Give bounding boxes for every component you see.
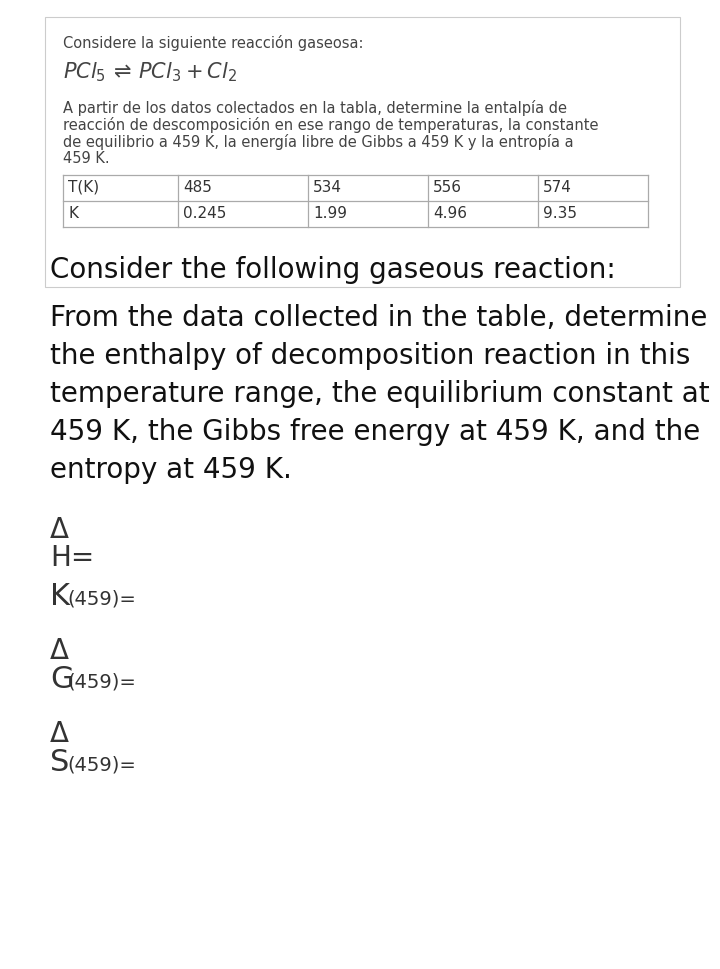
- FancyBboxPatch shape: [45, 18, 680, 288]
- Text: From the data collected in the table, determine: From the data collected in the table, de…: [50, 303, 707, 331]
- Text: 459 K.: 459 K.: [63, 151, 109, 166]
- Text: temperature range, the equilibrium constant at: temperature range, the equilibrium const…: [50, 380, 710, 408]
- Text: Δ: Δ: [50, 516, 69, 544]
- Text: Δ: Δ: [50, 637, 69, 665]
- Text: S: S: [50, 747, 69, 776]
- Text: K: K: [68, 205, 78, 221]
- Text: 4.96: 4.96: [433, 205, 467, 221]
- Text: 485: 485: [183, 180, 212, 195]
- Text: H=: H=: [50, 544, 94, 572]
- Text: 556: 556: [433, 180, 462, 195]
- Text: $\it{PCl_5}$$\,\rightleftharpoons\,$$\it{PCl_3 + Cl_2}$: $\it{PCl_5}$$\,\rightleftharpoons\,$$\it…: [63, 60, 237, 83]
- Text: the enthalpy of decomposition reaction in this: the enthalpy of decomposition reaction i…: [50, 342, 690, 369]
- Text: 534: 534: [313, 180, 342, 195]
- Text: Consider the following gaseous reaction:: Consider the following gaseous reaction:: [50, 256, 616, 284]
- Text: K: K: [50, 581, 70, 610]
- Text: 9.35: 9.35: [543, 205, 577, 221]
- Text: reacción de descomposición en ese rango de temperaturas, la constante: reacción de descomposición en ese rango …: [63, 117, 598, 133]
- Text: de equilibrio a 459 K, la energía libre de Gibbs a 459 K y la entropía a: de equilibrio a 459 K, la energía libre …: [63, 134, 574, 150]
- Text: entropy at 459 K.: entropy at 459 K.: [50, 455, 292, 484]
- Text: G: G: [50, 665, 73, 693]
- Text: 1.99: 1.99: [313, 205, 347, 221]
- Text: 0.245: 0.245: [183, 205, 226, 221]
- Text: (459)=: (459)=: [67, 589, 136, 609]
- Text: (459)=: (459)=: [67, 672, 136, 691]
- Text: T(K): T(K): [68, 180, 99, 195]
- Text: (459)=: (459)=: [67, 755, 136, 774]
- Text: 459 K, the Gibbs free energy at 459 K, and the: 459 K, the Gibbs free energy at 459 K, a…: [50, 418, 701, 446]
- Text: A partir de los datos colectados en la tabla, determine la entalpía de: A partir de los datos colectados en la t…: [63, 100, 567, 116]
- Text: 574: 574: [543, 180, 572, 195]
- Text: Δ: Δ: [50, 719, 69, 747]
- Text: Considere la siguiente reacción gaseosa:: Considere la siguiente reacción gaseosa:: [63, 35, 364, 51]
